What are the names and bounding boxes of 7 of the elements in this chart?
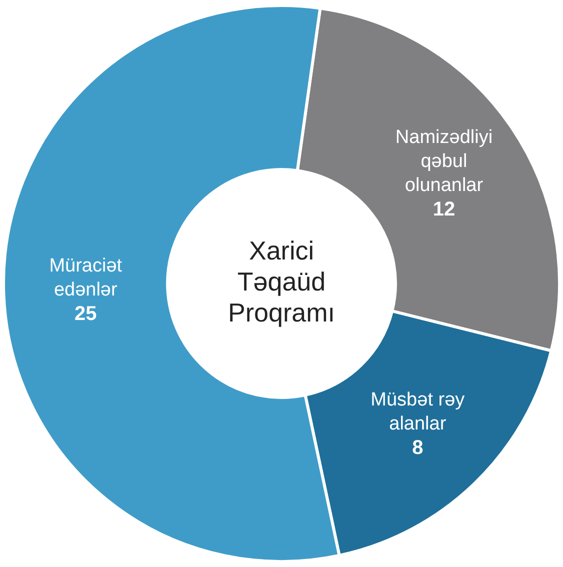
data-label: 8 (412, 437, 424, 459)
slice-label: Müsbət rəy alanlar (370, 390, 466, 435)
data-label: 12 (432, 198, 456, 220)
data-label: 25 (74, 302, 97, 325)
slice-label: Müraciət edənlər (49, 256, 123, 301)
slice-label: Namizədliyi qəbul olunanlar (395, 127, 493, 196)
text: Xarici Təqaüd Proqramı (228, 236, 335, 328)
